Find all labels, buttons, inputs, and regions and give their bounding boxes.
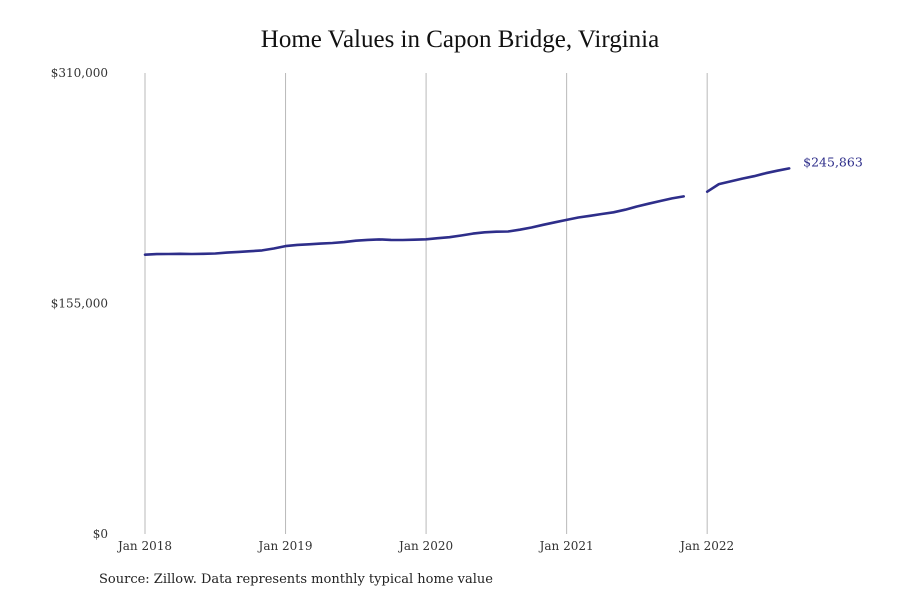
x-tick-label: Jan 2019 <box>257 539 313 553</box>
chart-title: Home Values in Capon Bridge, Virginia <box>260 26 660 53</box>
x-axis-ticks: Jan 2018 Jan 2019 Jan 2020 Jan 2021 Jan 2022 <box>116 539 734 553</box>
y-tick-label: $0 <box>93 527 108 541</box>
series-line <box>143 167 791 256</box>
gridlines <box>144 73 708 534</box>
series-line-segment <box>705 167 791 193</box>
x-tick-label: Jan 2022 <box>678 539 734 553</box>
y-axis-ticks: $310,000 $155,000 $0 <box>51 66 108 541</box>
x-tick-label: Jan 2021 <box>538 539 594 553</box>
series-line-segment <box>143 195 686 256</box>
x-tick-label: Jan 2018 <box>116 539 172 553</box>
y-tick-label: $155,000 <box>51 297 108 311</box>
x-tick-label: Jan 2020 <box>397 539 453 553</box>
source-note: Source: Zillow. Data represents monthly … <box>99 572 493 587</box>
end-value-label: $245,863 <box>803 154 863 169</box>
y-tick-label: $310,000 <box>51 66 108 80</box>
